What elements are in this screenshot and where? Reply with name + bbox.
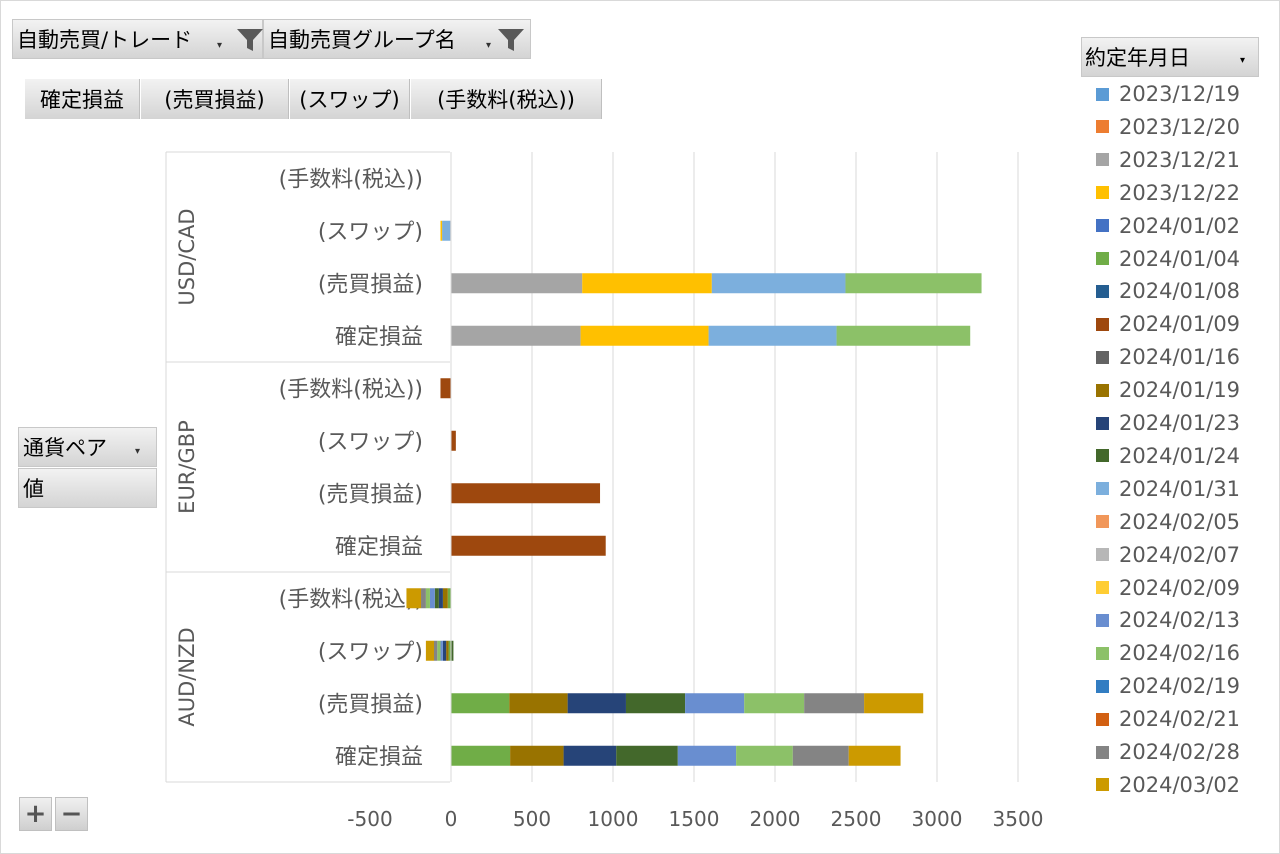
legend-item: 2024/02/16 <box>1096 641 1240 665</box>
legend-item: 2023/12/19 <box>1096 82 1240 106</box>
legend-item: 2024/02/19 <box>1096 674 1240 698</box>
legend-swatch <box>1096 350 1109 364</box>
dropdown-arrow-icon: ▾ <box>217 40 223 51</box>
dropdown-arrow-icon: ▾ <box>135 446 141 457</box>
legend-label: 2024/01/23 <box>1119 411 1241 435</box>
legend-label: 2024/01/31 <box>1119 476 1241 501</box>
legend-label: 2024/01/16 <box>1119 345 1241 370</box>
legend-label: 2024/01/04 <box>1119 246 1241 271</box>
filter-label: 自動売買/トレード <box>17 28 193 52</box>
legend-swatch <box>1096 712 1109 726</box>
row-field-values[interactable]: 値 <box>18 468 157 508</box>
legend-swatch <box>1096 383 1109 397</box>
legend-swatch <box>1096 153 1109 167</box>
legend-label: 2024/01/08 <box>1119 279 1241 304</box>
legend-label: 2024/01/09 <box>1119 312 1241 337</box>
legend-item: 2024/02/28 <box>1096 740 1240 764</box>
filter-button-auto-trade-group[interactable]: 自動売買グループ名 ▾ <box>263 19 531 59</box>
legend-swatch <box>1096 745 1109 759</box>
legend-label: 2024/02/07 <box>1119 542 1241 567</box>
legend-item: 2023/12/21 <box>1096 148 1240 172</box>
collapse-button[interactable]: − <box>55 797 88 831</box>
filter-label: 自動売買グループ名 <box>268 28 456 52</box>
value-button-kakutei[interactable]: 確定損益 <box>25 79 140 119</box>
legend-item: 2024/01/31 <box>1096 477 1240 501</box>
legend-swatch <box>1096 613 1109 627</box>
value-button-swap[interactable]: (スワップ) <box>290 79 410 119</box>
legend-swatch <box>1096 778 1109 792</box>
filter-button-auto-trade[interactable]: 自動売買/トレード ▾ <box>12 19 263 59</box>
legend-swatch <box>1096 515 1109 529</box>
legend-swatch <box>1096 679 1109 693</box>
legend-swatch <box>1096 416 1109 430</box>
legend-swatch <box>1096 646 1109 660</box>
legend-item: 2024/02/13 <box>1096 608 1240 632</box>
legend-item: 2024/01/08 <box>1096 279 1240 303</box>
legend-label: 2024/02/28 <box>1119 740 1241 764</box>
legend-label: 2024/03/02 <box>1119 772 1241 797</box>
legend-swatch <box>1096 252 1109 265</box>
legend-item: 2024/01/02 <box>1096 214 1240 238</box>
legend-label: 2023/12/19 <box>1119 82 1241 106</box>
value-button-fee[interactable]: (手数料(税込)) <box>411 79 602 119</box>
legend-label: 2024/01/19 <box>1119 378 1241 403</box>
legend-label: 2024/02/16 <box>1119 641 1241 666</box>
legend-item: 2024/01/24 <box>1096 444 1240 468</box>
legend-label: 2024/02/21 <box>1119 707 1241 732</box>
legend-item: 2024/03/02 <box>1096 773 1240 797</box>
legend-item: 2023/12/20 <box>1096 115 1240 139</box>
legend-item: 2024/02/09 <box>1096 576 1240 600</box>
legend-item: 2024/01/23 <box>1096 411 1240 435</box>
legend-label: 2023/12/20 <box>1119 114 1241 139</box>
legend-label: 2024/01/02 <box>1119 213 1241 238</box>
expand-button[interactable]: + <box>19 797 52 831</box>
legend-item: 2024/01/04 <box>1096 247 1240 271</box>
filter-funnel-icon <box>237 29 263 51</box>
legend-swatch <box>1096 219 1109 233</box>
legend-label: 2023/12/21 <box>1119 147 1241 172</box>
dropdown-arrow-icon: ▾ <box>1240 55 1246 66</box>
legend-swatch <box>1096 87 1109 101</box>
legend-swatch <box>1096 317 1109 331</box>
legend-swatch <box>1096 548 1109 562</box>
legend-label: 2024/02/19 <box>1119 674 1241 699</box>
row-field-label: 通貨ペア <box>23 436 107 460</box>
legend-item: 2024/01/16 <box>1096 345 1240 369</box>
legend-swatch <box>1096 449 1109 463</box>
legend-item: 2024/02/05 <box>1096 510 1240 534</box>
value-button-baibai[interactable]: (売買損益) <box>141 79 289 119</box>
legend-swatch <box>1096 186 1109 200</box>
legend-label: 2024/02/13 <box>1119 608 1241 633</box>
legend-swatch <box>1096 482 1109 496</box>
legend-item: 2024/01/19 <box>1096 378 1240 402</box>
legend-item: 2024/01/09 <box>1096 312 1240 336</box>
legend-title: 約定年月日 <box>1085 46 1190 70</box>
legend-label: 2024/02/05 <box>1119 509 1241 534</box>
legend-item: 2024/02/07 <box>1096 543 1240 567</box>
legend-swatch <box>1096 120 1109 134</box>
legend-label: 2024/01/24 <box>1119 443 1241 468</box>
legend-label: 2024/02/09 <box>1119 575 1241 600</box>
legend-swatch <box>1096 284 1109 298</box>
legend-label: 2023/12/22 <box>1119 180 1241 205</box>
legend-item: 2023/12/22 <box>1096 181 1240 205</box>
dropdown-arrow-icon: ▾ <box>486 40 492 51</box>
legend-field-trade-date[interactable]: 約定年月日 ▾ <box>1081 37 1259 77</box>
legend-swatch <box>1096 581 1109 594</box>
row-values-label: 値 <box>23 477 44 501</box>
legend-item: 2024/02/21 <box>1096 707 1240 731</box>
filter-funnel-icon <box>498 29 524 51</box>
row-field-currency-pair[interactable]: 通貨ペア ▾ <box>18 427 157 467</box>
